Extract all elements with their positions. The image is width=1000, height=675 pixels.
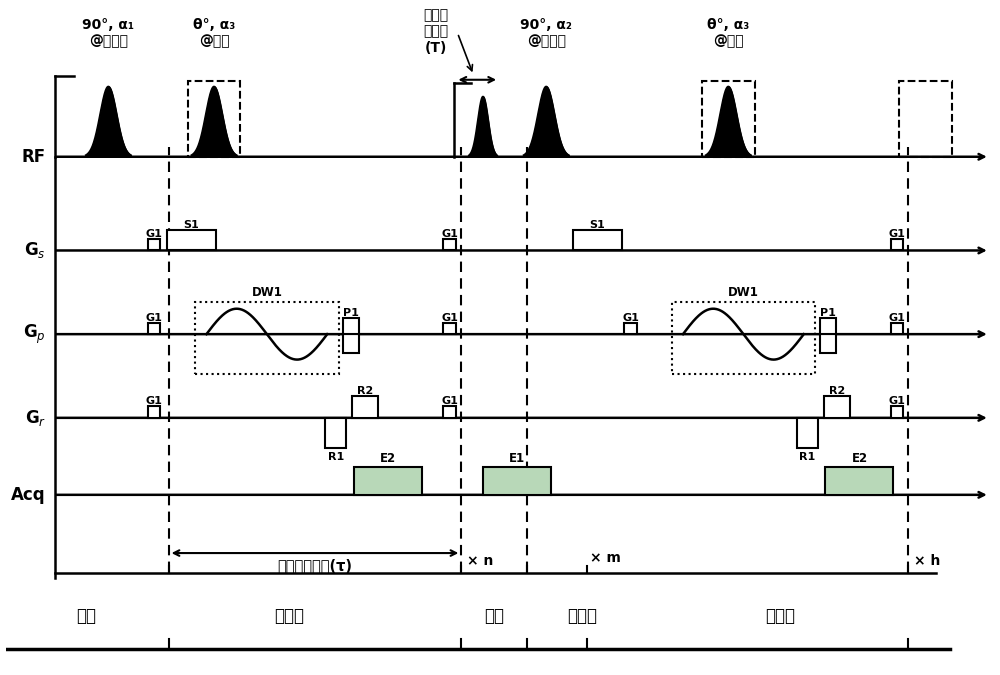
Bar bbox=[797, 418, 818, 448]
Text: G1: G1 bbox=[888, 313, 905, 323]
Text: G1: G1 bbox=[146, 396, 163, 406]
Bar bbox=[167, 230, 216, 250]
Bar bbox=[325, 418, 346, 448]
Text: E1: E1 bbox=[509, 452, 525, 464]
Bar bbox=[825, 466, 893, 495]
Text: G1: G1 bbox=[888, 396, 905, 406]
Text: R1: R1 bbox=[328, 452, 344, 462]
Text: G1: G1 bbox=[146, 313, 163, 323]
Bar bbox=[483, 466, 551, 495]
Bar bbox=[148, 323, 160, 334]
Bar bbox=[624, 323, 637, 334]
Text: E2: E2 bbox=[851, 452, 868, 464]
Text: 像采样: 像采样 bbox=[274, 607, 304, 624]
Bar bbox=[195, 302, 339, 374]
Text: P1: P1 bbox=[820, 308, 836, 318]
Text: R2: R2 bbox=[357, 386, 373, 396]
Text: 90°, α₁
@溶解态: 90°, α₁ @溶解态 bbox=[82, 18, 134, 48]
Bar bbox=[891, 239, 903, 250]
Text: θ°, α₃
@气态: θ°, α₃ @气态 bbox=[707, 18, 749, 48]
Text: G1: G1 bbox=[888, 229, 905, 239]
Bar bbox=[352, 396, 378, 418]
Bar bbox=[148, 239, 160, 250]
Text: 交换: 交换 bbox=[484, 607, 504, 624]
Text: DW1: DW1 bbox=[728, 286, 759, 299]
Text: DW1: DW1 bbox=[251, 286, 282, 299]
Bar bbox=[672, 302, 815, 374]
Bar bbox=[343, 318, 359, 334]
Bar bbox=[188, 81, 240, 157]
Bar bbox=[820, 334, 836, 353]
Text: × h: × h bbox=[914, 554, 941, 568]
Bar bbox=[443, 406, 456, 418]
Text: × m: × m bbox=[590, 551, 620, 566]
Text: 谱采样: 谱采样 bbox=[567, 607, 597, 624]
Bar bbox=[343, 334, 359, 353]
Bar bbox=[573, 230, 622, 250]
Bar bbox=[899, 81, 952, 157]
Text: G1: G1 bbox=[441, 313, 458, 323]
Text: R1: R1 bbox=[799, 452, 816, 462]
Text: θ°, α₃
@气态: θ°, α₃ @气态 bbox=[193, 18, 235, 48]
Text: G1: G1 bbox=[622, 313, 639, 323]
Bar bbox=[824, 396, 850, 418]
Text: RF: RF bbox=[22, 148, 46, 166]
Text: 90°, α₂
@溶解态: 90°, α₂ @溶解态 bbox=[520, 18, 572, 48]
Text: × n: × n bbox=[467, 554, 493, 568]
Text: G1: G1 bbox=[146, 229, 163, 239]
Bar bbox=[354, 466, 422, 495]
Bar bbox=[443, 323, 456, 334]
Text: E2: E2 bbox=[380, 452, 396, 464]
Text: G$_r$: G$_r$ bbox=[25, 408, 46, 428]
Text: P1: P1 bbox=[343, 308, 359, 318]
Text: S1: S1 bbox=[183, 221, 199, 230]
Text: Acq: Acq bbox=[11, 486, 46, 504]
Text: G1: G1 bbox=[441, 396, 458, 406]
Text: 预设交换时间(τ): 预设交换时间(τ) bbox=[277, 558, 352, 574]
Bar bbox=[891, 406, 903, 418]
Bar bbox=[148, 406, 160, 418]
Text: R2: R2 bbox=[829, 386, 845, 396]
Bar bbox=[820, 318, 836, 334]
Text: G1: G1 bbox=[441, 229, 458, 239]
Text: G$_p$: G$_p$ bbox=[23, 323, 46, 346]
Bar bbox=[891, 323, 903, 334]
Text: G$_s$: G$_s$ bbox=[24, 240, 46, 261]
Bar bbox=[702, 81, 755, 157]
Bar bbox=[443, 239, 456, 250]
Text: 饱和: 饱和 bbox=[77, 607, 97, 624]
Text: 像采样: 像采样 bbox=[765, 607, 795, 624]
Text: S1: S1 bbox=[589, 221, 605, 230]
Text: 实际交
换时间
(T): 实际交 换时间 (T) bbox=[423, 8, 448, 55]
